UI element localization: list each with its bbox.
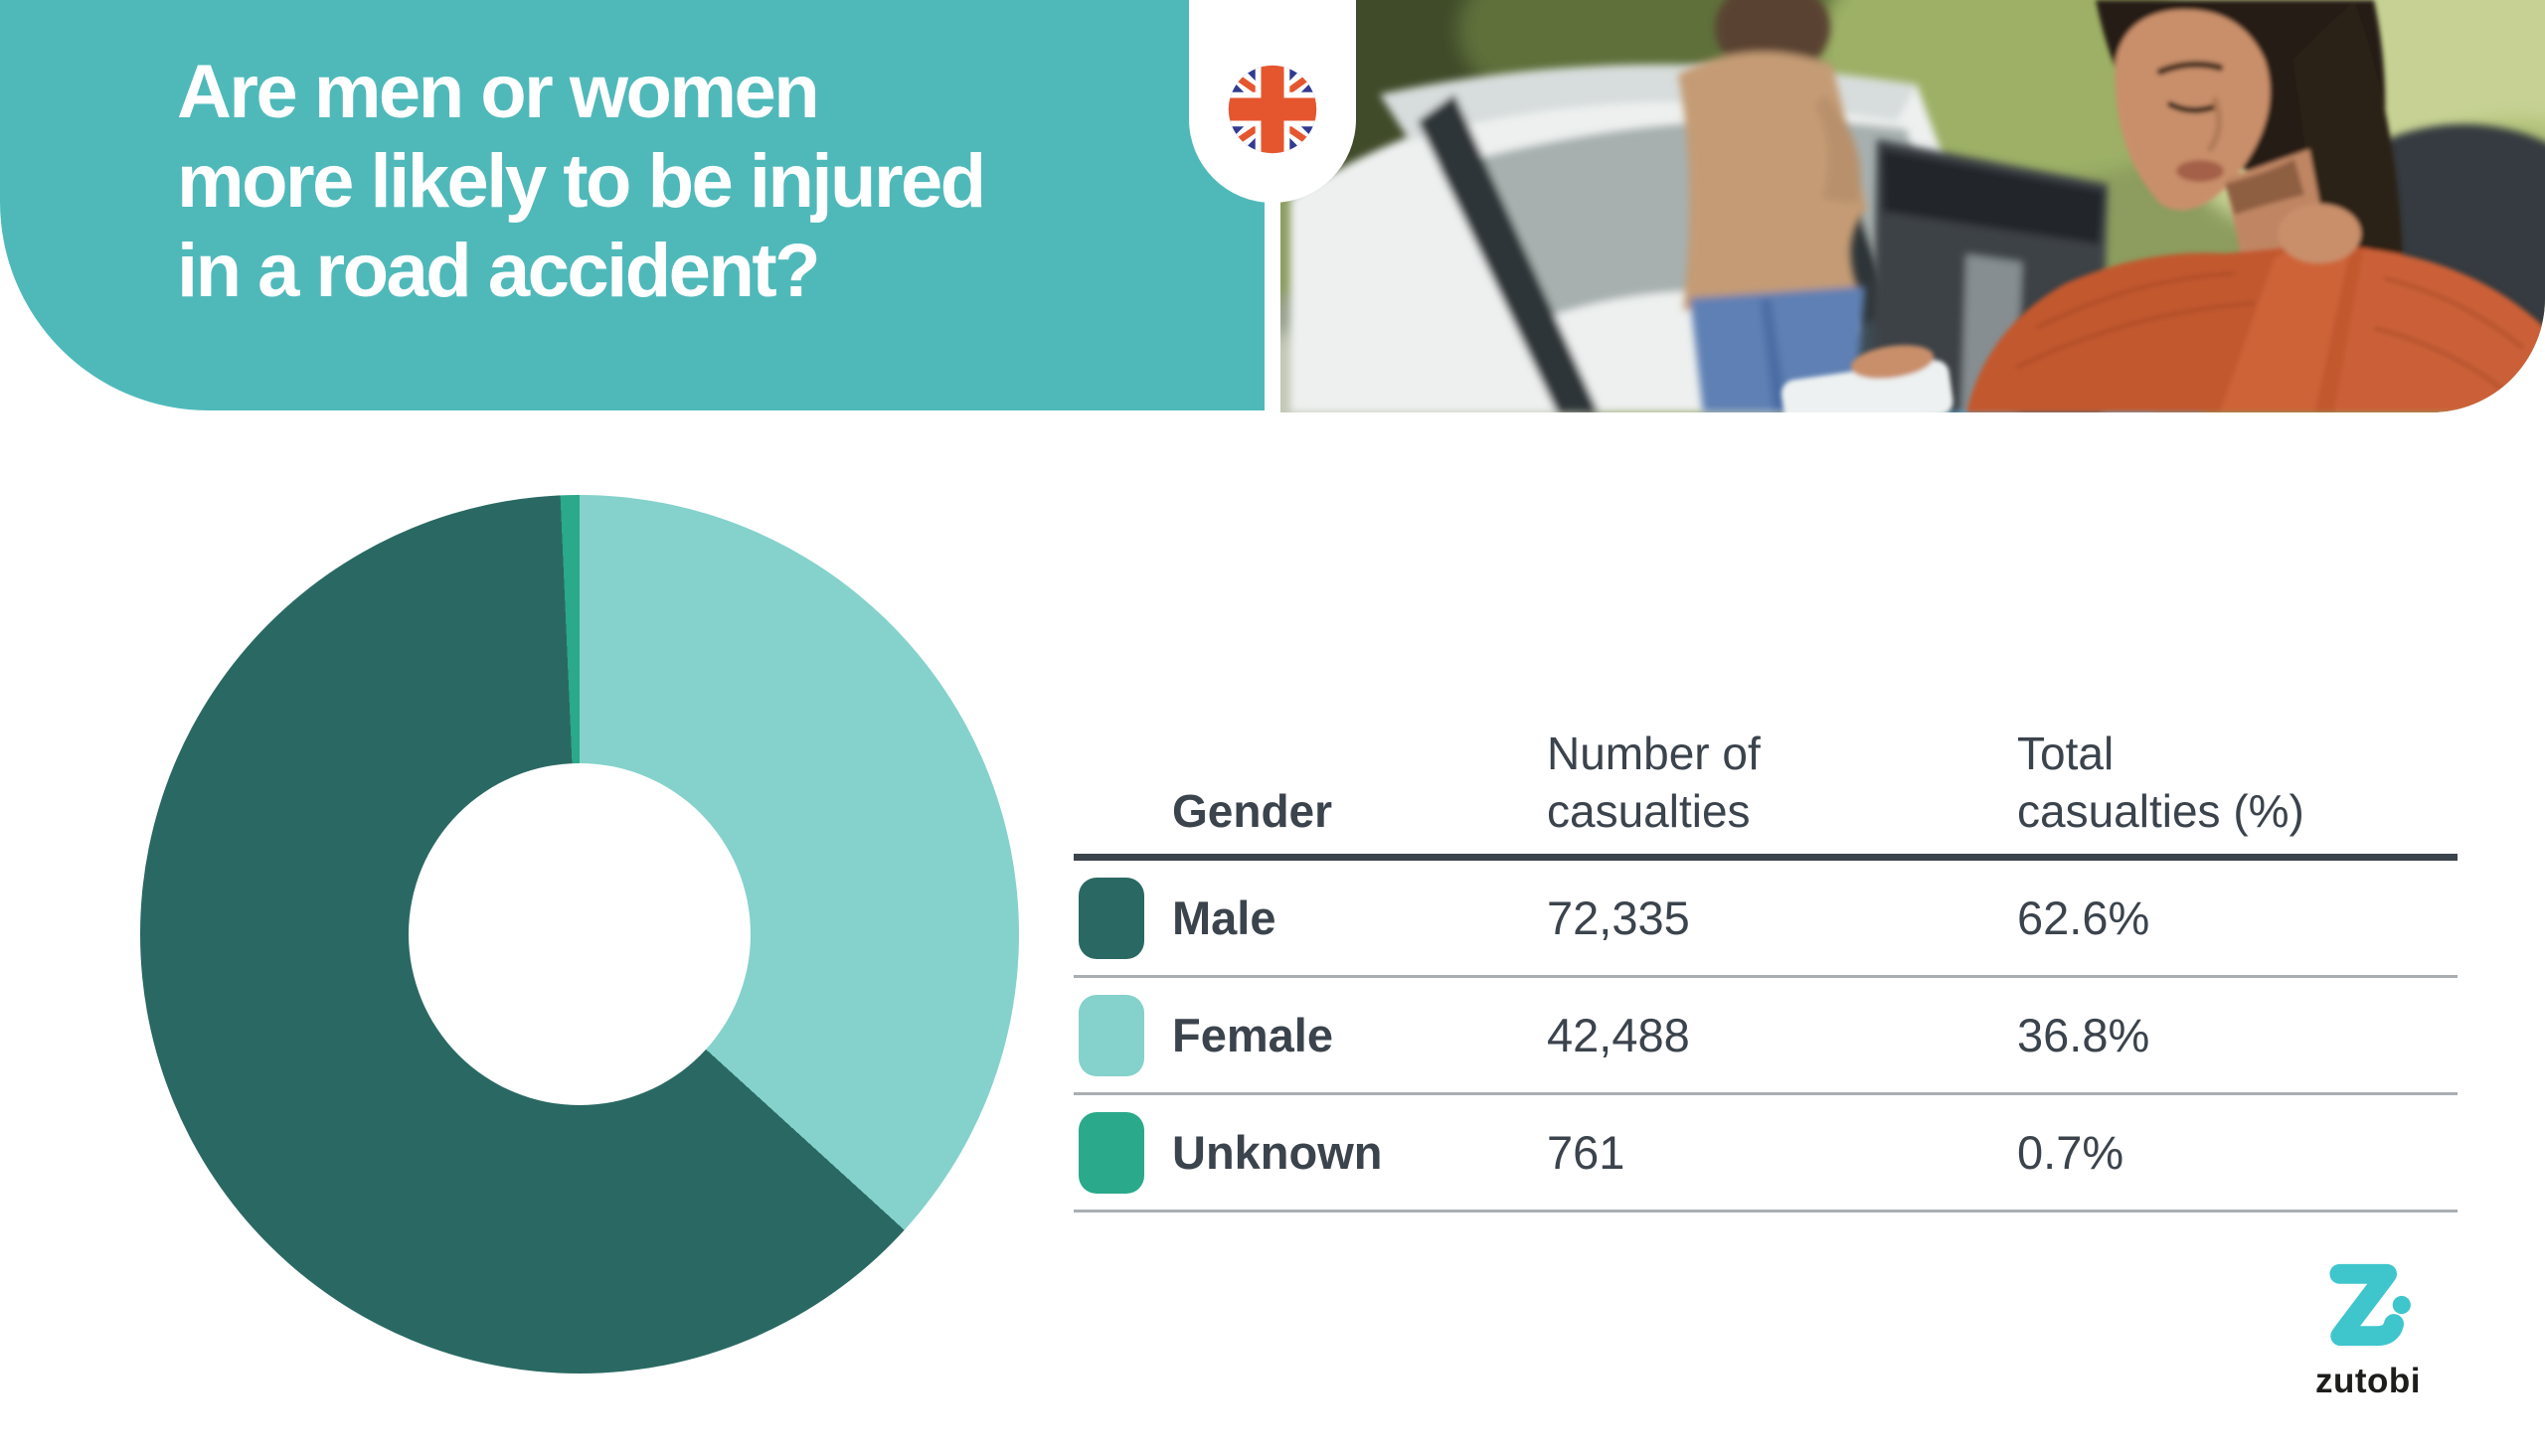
legend-swatch-male [1079, 877, 1144, 959]
legend-swatch-female [1079, 994, 1144, 1076]
row-label-male: Male [1172, 891, 1276, 944]
man-figure [1678, 0, 1867, 412]
table-row: Unknown 761 0.7% [1074, 1095, 2458, 1213]
uk-flag-icon [1228, 65, 1317, 154]
casualty-donut-chart [140, 495, 1019, 1374]
zutobi-logo: zutobi [2306, 1250, 2430, 1401]
column-header-gender: Gender [1172, 785, 1333, 837]
casualty-table: Gender Number of casualties Total casual… [1074, 686, 2458, 1213]
column-header-casualties: Number of casualties [1547, 728, 1761, 837]
row-label-female: Female [1172, 1009, 1333, 1061]
photo-illustration [1280, 0, 2545, 412]
page-title: Are men or women more likely to be injur… [177, 50, 986, 313]
row-percent-unknown: 0.7% [2017, 1126, 2124, 1179]
column-header-percent: Total casualties (%) [2017, 728, 2304, 837]
uk-flag-badge [1189, 0, 1356, 203]
table-row: Female 42,488 36.8% [1074, 978, 2458, 1095]
donut-hole [409, 763, 751, 1105]
row-casualties-male: 72,335 [1547, 891, 1690, 944]
legend-swatch-unknown [1079, 1111, 1144, 1194]
woman-figure [1782, 0, 2545, 412]
row-percent-male: 62.6% [2017, 891, 2150, 944]
row-casualties-female: 42,488 [1547, 1009, 1690, 1061]
zutobi-z-icon [2329, 1263, 2411, 1347]
table-header-row: Gender Number of casualties Total casual… [1074, 686, 2458, 861]
row-casualties-unknown: 761 [1547, 1126, 1625, 1179]
table-row: Male 72,335 62.6% [1074, 861, 2458, 978]
header-banner: Are men or women more likely to be injur… [0, 0, 1265, 410]
row-label-unknown: Unknown [1172, 1126, 1383, 1179]
row-percent-female: 36.8% [2017, 1009, 2150, 1061]
accident-photo [1280, 0, 2545, 412]
zutobi-logo-text: zutobi [2314, 1362, 2422, 1400]
